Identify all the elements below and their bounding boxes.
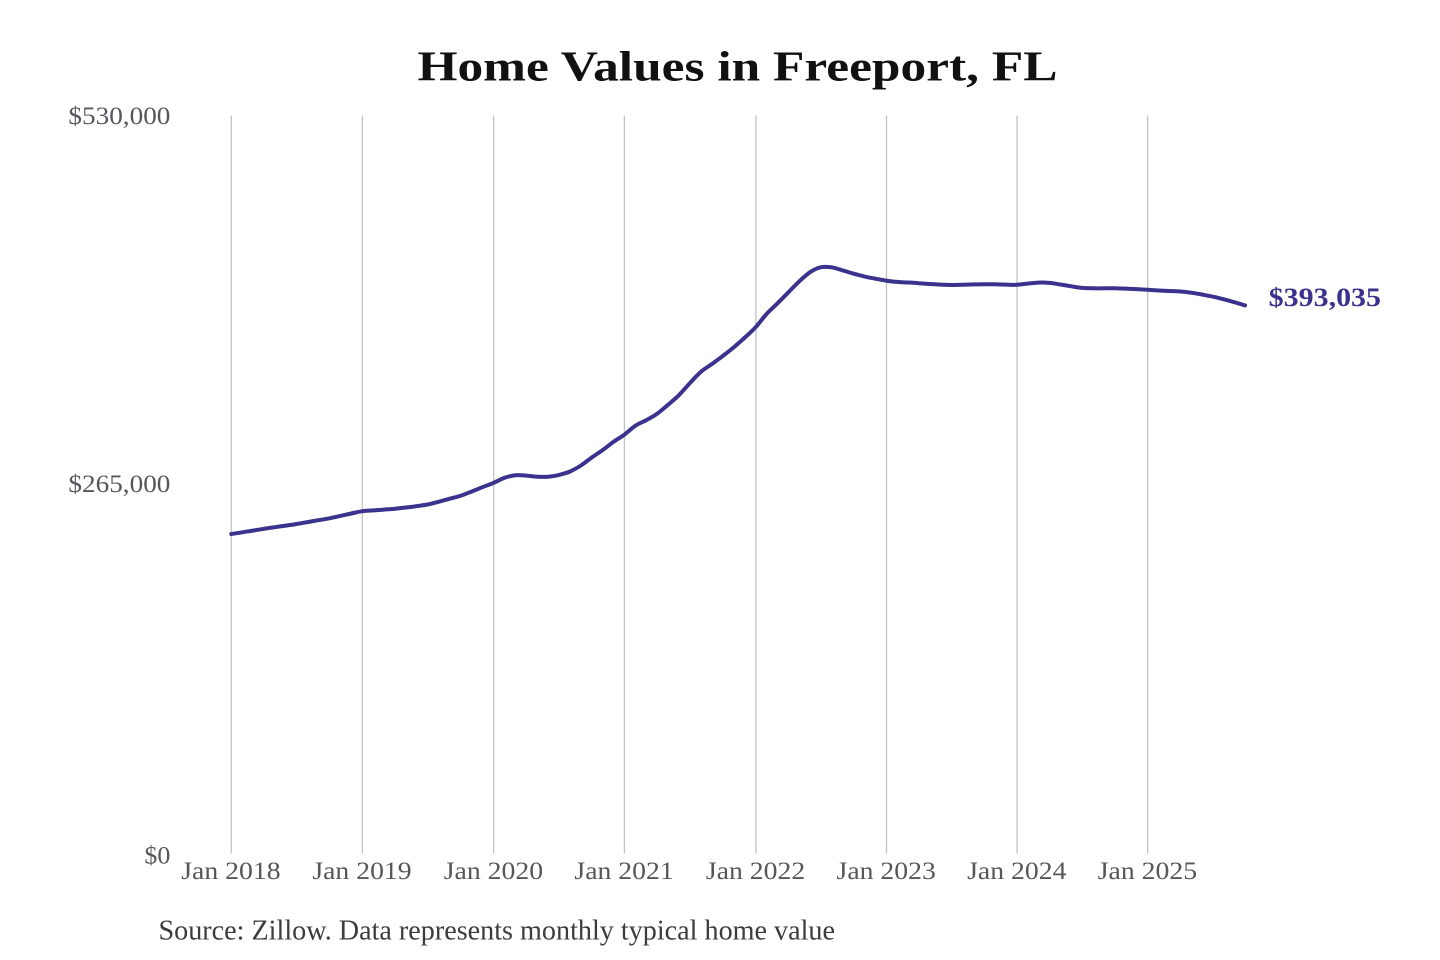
svg-text:Home Values in Freeport, FL: Home Values in Freeport, FL bbox=[418, 44, 1058, 91]
svg-text:$0: $0 bbox=[144, 842, 170, 869]
svg-text:Jan 2021: Jan 2021 bbox=[574, 858, 673, 885]
svg-text:Jan 2022: Jan 2022 bbox=[706, 858, 805, 885]
svg-text:$393,035: $393,035 bbox=[1269, 282, 1381, 312]
svg-text:Jan 2019: Jan 2019 bbox=[312, 858, 411, 885]
svg-text:Jan 2024: Jan 2024 bbox=[967, 858, 1067, 885]
svg-text:Jan 2018: Jan 2018 bbox=[181, 858, 280, 885]
svg-text:Source: Zillow. Data represent: Source: Zillow. Data represents monthly … bbox=[159, 914, 836, 946]
svg-text:$265,000: $265,000 bbox=[68, 471, 170, 498]
svg-text:Jan 2023: Jan 2023 bbox=[837, 858, 936, 885]
svg-text:Jan 2025: Jan 2025 bbox=[1098, 858, 1197, 885]
svg-text:$530,000: $530,000 bbox=[68, 103, 170, 130]
svg-text:Jan 2020: Jan 2020 bbox=[444, 858, 543, 885]
